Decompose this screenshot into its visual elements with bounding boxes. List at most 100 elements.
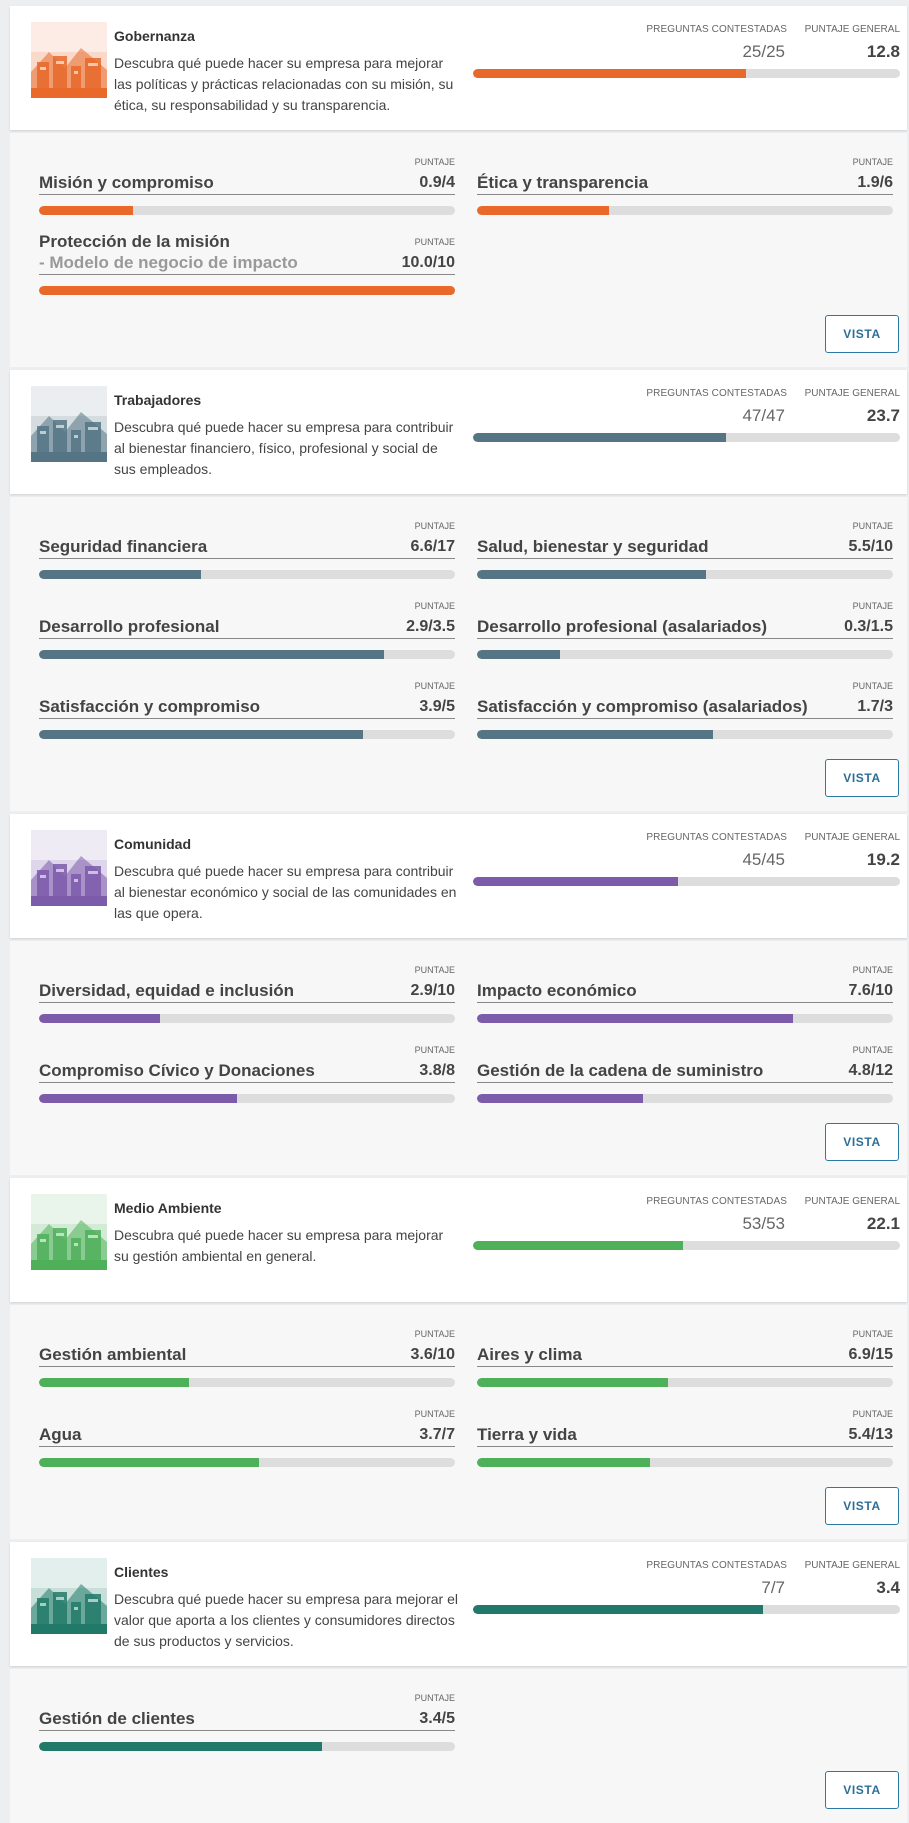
overall-bar-fill: [473, 1605, 763, 1614]
button-row: VISTA: [39, 755, 897, 811]
item-bar-fill: [39, 1378, 189, 1387]
overall-score: 22.1: [867, 1214, 900, 1234]
item-name: Satisfacción y compromiso: [39, 696, 260, 717]
score-row: Desarrollo profesional2.9/3.5: [39, 616, 455, 639]
score-item: PUNTAJEGestión ambiental3.6/10: [39, 1323, 455, 1403]
item-score: 3.7/7: [419, 1424, 455, 1445]
item-bar-track: [39, 286, 455, 295]
score-row: Gestión de la cadena de suministro4.8/12: [477, 1060, 893, 1083]
overall-bar-track: [473, 877, 900, 886]
item-bar-track: [477, 206, 893, 215]
item-name-text: Misión y compromiso: [39, 173, 214, 192]
answered-label: PREGUNTAS CONTESTADAS: [646, 832, 787, 843]
answered-count: 53/53: [742, 1214, 785, 1234]
item-score: 6.9/15: [849, 1344, 893, 1365]
answered-label: PREGUNTAS CONTESTADAS: [646, 388, 787, 399]
overall-score: 3.4: [876, 1578, 900, 1598]
overall-label: PUNTAJE GENERAL: [805, 1196, 900, 1207]
item-score: 6.6/17: [411, 536, 455, 557]
item-score: 2.9/3.5: [406, 616, 455, 637]
item-bar-fill: [477, 1378, 668, 1387]
item-bar-fill: [477, 650, 560, 659]
item-name: Gestión de clientes: [39, 1708, 195, 1729]
item-bar-track: [39, 206, 455, 215]
item-name: Tierra y vida: [477, 1424, 577, 1445]
item-bar-track: [39, 1458, 455, 1467]
item-bar-track: [477, 1094, 893, 1103]
item-name: Salud, bienestar y seguridad: [477, 536, 708, 557]
score-row: Satisfacción y compromiso (asalariados)1…: [477, 696, 893, 719]
item-name: Gestión ambiental: [39, 1344, 186, 1365]
item-name: Compromiso Cívico y Donaciones: [39, 1060, 315, 1081]
item-bar-track: [477, 570, 893, 579]
score-row: Protección de la misión- Modelo de negoc…: [39, 231, 455, 275]
view-button[interactable]: VISTA: [825, 759, 899, 797]
view-button[interactable]: VISTA: [825, 1487, 899, 1525]
section-description: Descubra qué puede hacer su empresa para…: [114, 417, 459, 480]
overall-label: PUNTAJE GENERAL: [805, 388, 900, 399]
item-bar-track: [39, 1378, 455, 1387]
score-label: PUNTAJE: [853, 601, 893, 611]
view-button[interactable]: VISTA: [825, 1771, 899, 1809]
item-score: 0.9/4: [419, 172, 455, 193]
item-bar-track: [477, 1014, 893, 1023]
score-row: Misión y compromiso 0.9/4: [39, 172, 455, 195]
section-illustration: [31, 386, 107, 462]
item-name: Diversidad, equidad e inclusión: [39, 980, 294, 1001]
item-subtitle: - Modelo de negocio de impacto: [39, 252, 298, 273]
item-name: Desarrollo profesional (asalariados): [477, 616, 767, 637]
item-name: Protección de la misión- Modelo de negoc…: [39, 231, 298, 273]
item-score: 3.6/10: [411, 1344, 455, 1365]
section-description: Descubra qué puede hacer su empresa para…: [114, 861, 459, 924]
report: Gobernanza Descubra qué puede hacer su em…: [0, 0, 909, 1823]
section-header: Medio AmbienteDescubra qué puede hacer s…: [10, 1178, 907, 1302]
item-bar-track: [39, 650, 455, 659]
answered-count: 47/47: [742, 406, 785, 426]
section-title: Gobernanza: [114, 28, 195, 44]
score-row: Diversidad, equidad e inclusión 2.9/10: [39, 980, 455, 1003]
score-label: PUNTAJE: [853, 157, 893, 167]
item-name-text: Compromiso Cívico y Donaciones: [39, 1061, 315, 1080]
score-label: PUNTAJE: [853, 681, 893, 691]
item-name: Ética y transparencia: [477, 172, 648, 193]
item-score: 5.4/13: [849, 1424, 893, 1445]
item-name: Agua: [39, 1424, 82, 1445]
item-name-text: Tierra y vida: [477, 1425, 577, 1444]
overall-score: 23.7: [867, 406, 900, 426]
score-row: Seguridad financiera6.6/17: [39, 536, 455, 559]
section-description: Descubra qué puede hacer su empresa para…: [114, 1589, 459, 1652]
score-label: PUNTAJE: [853, 1045, 893, 1055]
section-illustration: [31, 1194, 107, 1270]
item-bar-track: [39, 1742, 455, 1751]
item-score: 7.6/10: [849, 980, 893, 1001]
score-label: PUNTAJE: [853, 1329, 893, 1339]
view-button[interactable]: VISTA: [825, 1123, 899, 1161]
item-score: 10.0/10: [402, 252, 455, 273]
answered-label: PREGUNTAS CONTESTADAS: [646, 1196, 787, 1207]
answered-count: 25/25: [742, 42, 785, 62]
item-bar-fill: [477, 1458, 650, 1467]
score-row: Desarrollo profesional (asalariados)0.3/…: [477, 616, 893, 639]
overall-label: PUNTAJE GENERAL: [805, 1560, 900, 1571]
item-bar-fill: [477, 1014, 793, 1023]
score-label: PUNTAJE: [853, 965, 893, 975]
item-score: 4.8/12: [849, 1060, 893, 1081]
section-panel: PUNTAJE Diversidad, equidad e inclusión 2.…: [10, 941, 907, 1175]
section-panel: PUNTAJE Seguridad financiera6.6/17 PUNTAJE…: [10, 497, 907, 811]
item-score: 2.9/10: [411, 980, 455, 1001]
item-bar-fill: [477, 1094, 643, 1103]
score-row: Impacto económico7.6/10: [477, 980, 893, 1003]
overall-bar-fill: [473, 877, 678, 886]
score-item: PUNTAJE Desarrollo profesional (asalariad…: [477, 595, 893, 675]
view-button[interactable]: VISTA: [825, 315, 899, 353]
